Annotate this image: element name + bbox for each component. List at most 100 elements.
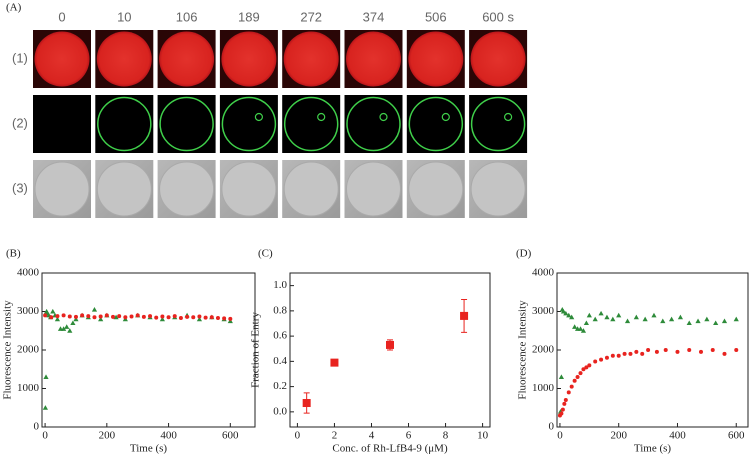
image-green-bg (33, 95, 91, 153)
point (166, 315, 171, 320)
point (598, 310, 604, 316)
point (227, 318, 233, 324)
point (563, 398, 568, 403)
point (209, 315, 214, 320)
point (616, 353, 621, 358)
point (687, 348, 692, 352)
point (228, 316, 233, 321)
image-green-bg (157, 95, 216, 153)
cell-gray (408, 161, 464, 217)
point (575, 374, 580, 379)
point (578, 371, 583, 376)
point (197, 314, 202, 319)
point (123, 315, 128, 320)
point (559, 411, 564, 416)
time-label: 106 (176, 9, 198, 24)
image-green-bg (95, 95, 154, 153)
point (587, 363, 592, 368)
point (196, 316, 203, 322)
point (98, 314, 103, 319)
point (592, 316, 598, 322)
x-tick-label: 600 (728, 430, 745, 442)
point (91, 306, 98, 312)
y-tick-label: 0 (34, 421, 40, 433)
point (633, 314, 639, 320)
point (80, 313, 85, 318)
cell-gray (96, 161, 152, 217)
point (642, 316, 648, 322)
point (172, 314, 177, 319)
point (572, 324, 578, 329)
cell-green-ring (470, 96, 526, 152)
y-tick-label: 1000 (532, 382, 555, 394)
point (113, 314, 119, 320)
x-tick-label: 2 (332, 430, 338, 442)
cell-red (408, 31, 464, 87)
y-tick-label: 0 (549, 421, 555, 433)
point (191, 315, 196, 320)
plot-frame (556, 272, 749, 428)
point (651, 312, 657, 318)
x-tick-label: 200 (610, 430, 627, 442)
point (599, 357, 604, 362)
point (43, 313, 48, 318)
x-tick-label: 400 (669, 430, 686, 442)
cell-gray (34, 161, 90, 217)
plot-frame (41, 272, 256, 428)
point (159, 316, 165, 322)
point (73, 314, 78, 319)
point (646, 348, 651, 352)
point (616, 312, 622, 318)
y-axis-label: Fraction of Entry (250, 312, 262, 388)
x-axis-label: Time (s) (634, 443, 672, 455)
time-label: 0 (58, 9, 65, 24)
point (669, 316, 675, 322)
y-tick-label: 0.8 (273, 304, 287, 316)
vesicle (504, 112, 513, 122)
vesicle (254, 112, 263, 122)
point (43, 374, 49, 379)
cell-red (221, 31, 277, 87)
cell-red (159, 31, 215, 87)
point (704, 316, 710, 322)
point (558, 374, 565, 379)
point (70, 320, 76, 326)
x-tick-label: 4 (369, 430, 375, 442)
point (61, 313, 66, 318)
x-tick-label: 200 (99, 430, 116, 442)
point (160, 314, 165, 319)
point (302, 399, 311, 408)
panel-label: (D) (516, 248, 532, 260)
cell-red (34, 31, 90, 87)
cell-green-ring (408, 96, 464, 152)
cell-red (470, 31, 526, 87)
point (129, 314, 134, 319)
y-tick-label: 2000 (532, 344, 555, 356)
panel-label: (A) (6, 2, 22, 14)
point (222, 316, 227, 321)
point (178, 316, 183, 321)
point (117, 314, 122, 319)
y-axis-label: Fluorescence Intensity (517, 300, 529, 400)
point (577, 326, 584, 331)
image-green-bg (282, 95, 341, 153)
point (610, 353, 615, 358)
point (734, 348, 739, 352)
point (215, 316, 220, 321)
row-label: (3) (12, 180, 28, 195)
point (634, 349, 639, 354)
point (104, 313, 109, 318)
y-tick-label: 1000 (17, 382, 40, 394)
point (563, 310, 569, 316)
time-label: 374 (363, 9, 385, 24)
image-green-bg (406, 95, 465, 153)
vesicle (317, 112, 326, 122)
point (569, 314, 575, 320)
point (640, 351, 645, 356)
point (572, 378, 577, 383)
cell-gray (221, 161, 277, 217)
cell-red (96, 31, 152, 87)
cell-green-ring (346, 96, 401, 152)
time-label: 600 s (482, 9, 514, 24)
